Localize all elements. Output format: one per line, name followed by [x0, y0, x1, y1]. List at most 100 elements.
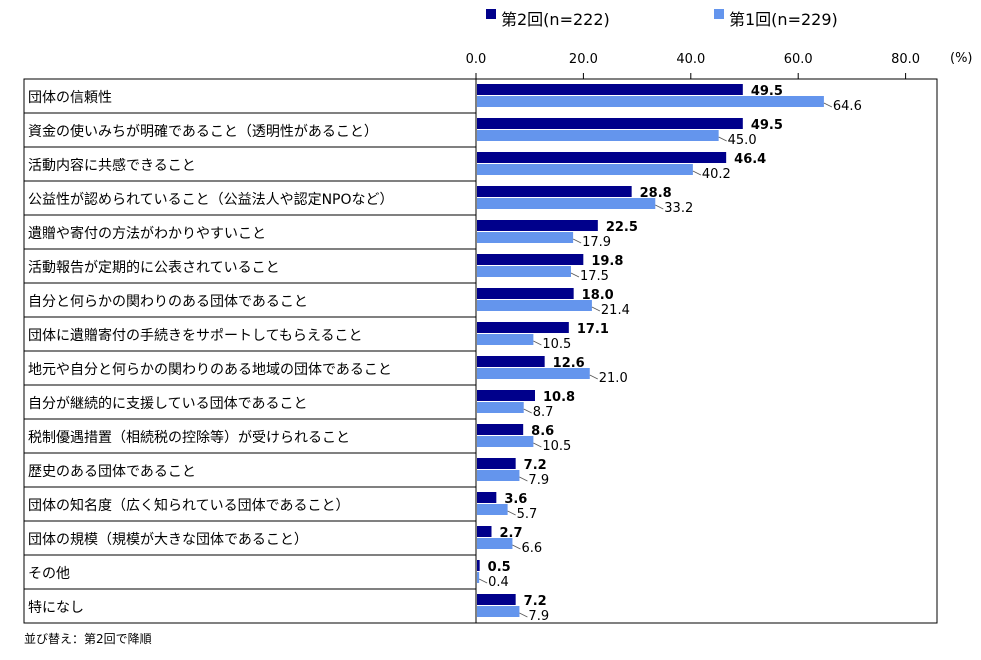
data-label-series-2: 49.5 [751, 84, 783, 99]
bar-series-1 [477, 96, 824, 107]
bar-series-2 [477, 152, 727, 163]
category-label: 自分と何らかの関わりのある団体であること [28, 294, 308, 310]
bar-series-2 [477, 492, 497, 503]
data-label-series-1: 7.9 [528, 473, 549, 488]
leader-line [523, 408, 532, 414]
data-label-series-2: 18.0 [582, 288, 614, 303]
data-label-series-2: 2.7 [499, 526, 522, 541]
leader-line [519, 476, 528, 482]
data-label-series-1: 6.6 [521, 541, 542, 556]
bar-series-2 [477, 118, 743, 129]
data-label-series-2: 46.4 [734, 152, 766, 167]
category-label: 特になし [28, 600, 84, 616]
bar-series-2 [477, 526, 492, 537]
bar-series-2 [477, 424, 524, 435]
leader-line [570, 272, 580, 278]
data-label-series-1: 21.0 [599, 371, 628, 386]
unit-label: (%) [950, 51, 973, 66]
data-label-series-2: 7.2 [524, 594, 547, 609]
data-label-series-2: 49.5 [751, 118, 783, 133]
category-label: 活動内容に共感できること [28, 157, 196, 174]
leader-line [512, 544, 521, 550]
category-label: 団体の規模（規模が大きな団体であること） [28, 532, 308, 548]
data-label-series-2: 28.8 [640, 186, 672, 201]
data-label-series-2: 22.5 [606, 220, 638, 235]
bar-series-1 [477, 606, 520, 617]
leader-line [533, 442, 542, 448]
plot-area: 団体の信頼性 49.5 64.6 資金の使いみちが明確であること（透明性があること） 4… [23, 78, 938, 624]
category-label: 資金の使いみちが明確であること（透明性があること） [28, 123, 378, 140]
leader-line [823, 102, 833, 108]
category-label: 歴史のある団体であること [28, 464, 196, 480]
legend-label-series-2: 第2回(n=222) [501, 10, 610, 29]
data-label-series-1: 17.9 [582, 235, 611, 250]
data-label-series-1: 10.5 [542, 337, 571, 352]
category-label: 遺贈や寄付の方法がわかりやすいこと [28, 225, 266, 242]
leader-line [692, 170, 702, 176]
bar-series-2 [477, 254, 584, 265]
data-label-series-2: 12.6 [553, 356, 585, 371]
bar-series-1 [477, 436, 534, 447]
leader-line [572, 238, 582, 244]
category-label: 団体の知名度（広く知られている団体であること） [28, 497, 349, 514]
data-label-series-2: 17.1 [577, 322, 609, 337]
bar-series-2 [477, 594, 516, 605]
bar-series-1 [477, 198, 656, 209]
bar-series-2 [477, 220, 598, 231]
data-label-series-1: 64.6 [833, 99, 862, 114]
leader-line [519, 612, 528, 618]
x-tick-label: 20.0 [569, 52, 598, 67]
category-label: 税制優遇措置（相続税の控除等）が受けられること [28, 429, 350, 446]
leader-line [533, 340, 542, 346]
x-axis-ticks: 0.0 20.0 40.0 60.0 80.0 [466, 52, 937, 80]
bar-series-1 [477, 538, 513, 549]
data-label-series-1: 5.7 [517, 507, 538, 522]
category-label: 自分が継続的に支援している団体であること [28, 395, 307, 412]
data-label-series-1: 7.9 [528, 609, 549, 624]
data-label-series-2: 8.6 [531, 424, 554, 439]
bar-series-2 [477, 458, 516, 469]
data-label-series-2: 3.6 [504, 492, 527, 507]
bar-series-1 [477, 470, 520, 481]
bar-series-2 [477, 84, 743, 95]
bar-series-1 [477, 334, 534, 345]
bar-series-2 [477, 186, 632, 197]
category-label: 公益性が認められていること（公益法人や認定NPOなど） [28, 192, 394, 208]
bar-series-1 [477, 504, 508, 515]
data-label-series-1: 8.7 [533, 405, 554, 420]
x-tick-label: 0.0 [466, 52, 487, 67]
x-tick-label: 60.0 [784, 52, 813, 67]
bar-series-1 [477, 368, 590, 379]
footnote: 並び替え：第2回で降順 [24, 632, 152, 646]
bar-series-1 [477, 232, 574, 243]
category-label: 活動報告が定期的に公表されていること [28, 260, 280, 276]
data-label-series-1: 0.4 [488, 575, 509, 590]
bar-series-2 [477, 560, 480, 571]
leader-line [655, 204, 664, 210]
x-tick-label: 80.0 [891, 52, 920, 67]
data-label-series-2: 0.5 [488, 560, 511, 575]
leader-line [589, 374, 598, 380]
bar-series-2 [477, 356, 545, 367]
bar-series-1 [477, 130, 719, 141]
x-tick-label: 40.0 [676, 52, 705, 67]
data-label-series-1: 33.2 [664, 201, 693, 216]
plot-frame [23, 78, 938, 624]
data-label-series-2: 10.8 [543, 390, 575, 405]
bar-series-2 [477, 288, 574, 299]
legend-swatch-series-1 [714, 9, 724, 19]
data-label-series-2: 19.8 [591, 254, 623, 269]
data-label-series-1: 17.5 [580, 269, 609, 284]
leader-line [507, 510, 516, 516]
data-label-series-1: 45.0 [728, 133, 757, 148]
leader-line [591, 306, 601, 312]
bar-series-1 [477, 402, 524, 413]
leader-line [478, 578, 488, 584]
leader-line [718, 136, 727, 142]
category-label: 団体の信頼性 [28, 90, 112, 106]
legend-label-series-1: 第1回(n=229) [729, 10, 838, 29]
data-label-series-1: 10.5 [542, 439, 571, 454]
bar-series-1 [477, 164, 693, 175]
data-label-series-1: 21.4 [601, 303, 630, 318]
